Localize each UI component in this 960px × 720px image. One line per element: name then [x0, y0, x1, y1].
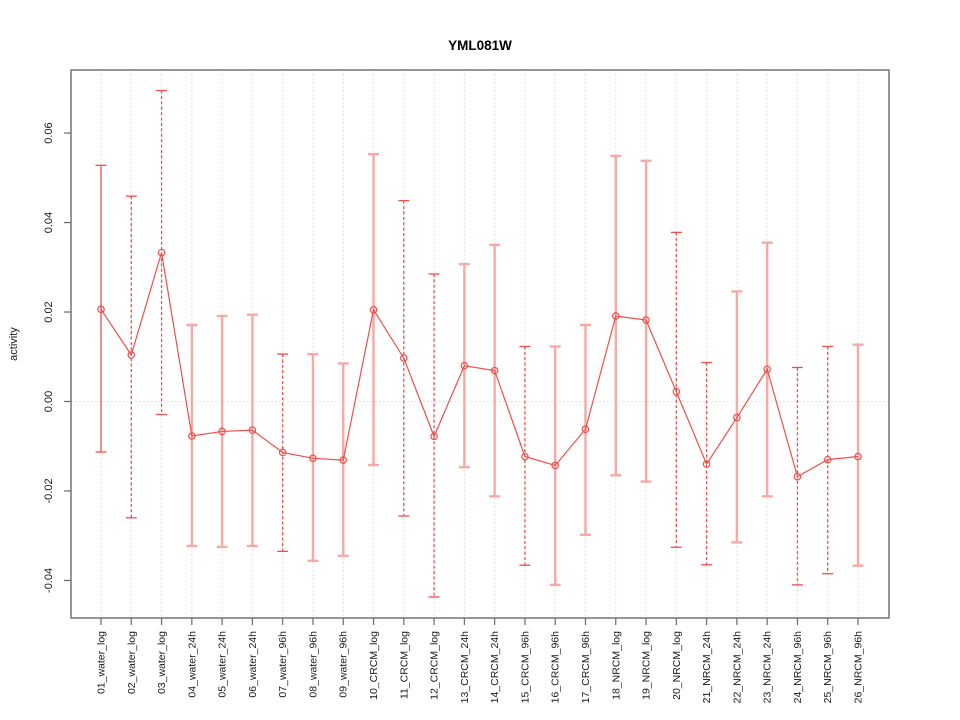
x-tick-label: 02_water_log [126, 631, 138, 694]
data-point [642, 316, 650, 324]
x-tick-label: 20_NRCM_log [671, 631, 683, 700]
data-point [551, 461, 560, 470]
x-tick-label: 09_water_96h [338, 631, 350, 698]
data-point [218, 427, 226, 436]
data-point [97, 305, 105, 314]
data-point [854, 452, 862, 461]
y-tick-label: -0.04 [43, 568, 55, 593]
x-tick-label: 11_CRCM_log [398, 631, 410, 699]
x-tick-label: 26_NRCM_96h [853, 631, 865, 704]
data-point [248, 426, 257, 434]
data-point [702, 460, 711, 468]
data-point [793, 472, 802, 481]
data-point [309, 454, 317, 463]
data-point [823, 455, 832, 464]
data-point [399, 354, 408, 362]
data-point [672, 387, 681, 396]
data-point [521, 452, 529, 461]
x-tick-label: 06_water_24h [247, 631, 259, 698]
x-tick-label: 22_NRCM_24h [731, 631, 743, 704]
y-tick-label: 0.02 [43, 301, 55, 322]
chart-title: YML081W [448, 38, 512, 53]
x-tick-label: 21_NRCM_24h [701, 631, 713, 704]
series-line [100, 252, 859, 478]
plot-box [70, 69, 890, 619]
x-tick-label: 23_NRCM_24h [762, 631, 774, 704]
data-point [430, 432, 438, 441]
x-tick-label: 10_CRCM_log [368, 631, 380, 700]
x-tick-label: 13_CRCM_24h [459, 631, 471, 704]
y-tick-label: 0.00 [43, 391, 55, 412]
data-point [490, 366, 499, 375]
x-tick-label: 05_water_24h [217, 631, 229, 698]
data-point [278, 448, 287, 457]
x-tick-label: 12_CRCM_log [429, 631, 441, 700]
data-point [733, 413, 741, 422]
x-tick-label: 24_NRCM_96h [792, 631, 804, 704]
x-tick-label: 07_water_96h [277, 631, 289, 698]
data-point [188, 432, 196, 440]
y-tick-label: 0.04 [43, 212, 55, 233]
x-tick-label: 03_water_log [156, 631, 168, 694]
data-point [763, 365, 771, 374]
y-tick-label: -0.02 [43, 478, 55, 503]
data-point [581, 425, 590, 434]
x-tick-label: 17_CRCM_96h [580, 631, 592, 704]
y-axis-label: activity [8, 327, 20, 361]
x-tick-label: 01_water_log [96, 631, 108, 694]
y-tick-label: 0.06 [43, 122, 55, 143]
x-tick-label: 18_NRCM_log [610, 631, 622, 700]
data-point [127, 351, 136, 359]
data-point [369, 305, 378, 314]
data-point [460, 361, 469, 370]
x-tick-label: 19_NRCM_log [641, 631, 653, 700]
x-tick-label: 16_CRCM_96h [550, 631, 562, 704]
data-point [157, 248, 166, 257]
x-tick-label: 14_CRCM_24h [489, 631, 501, 704]
data-point [611, 312, 620, 320]
data-point [339, 456, 348, 464]
x-tick-label: 08_water_96h [307, 631, 319, 698]
x-tick-label: 25_NRCM_96h [822, 631, 834, 704]
x-tick-label: 15_CRCM_96h [519, 631, 531, 704]
x-tick-label: 04_water_24h [186, 631, 198, 698]
